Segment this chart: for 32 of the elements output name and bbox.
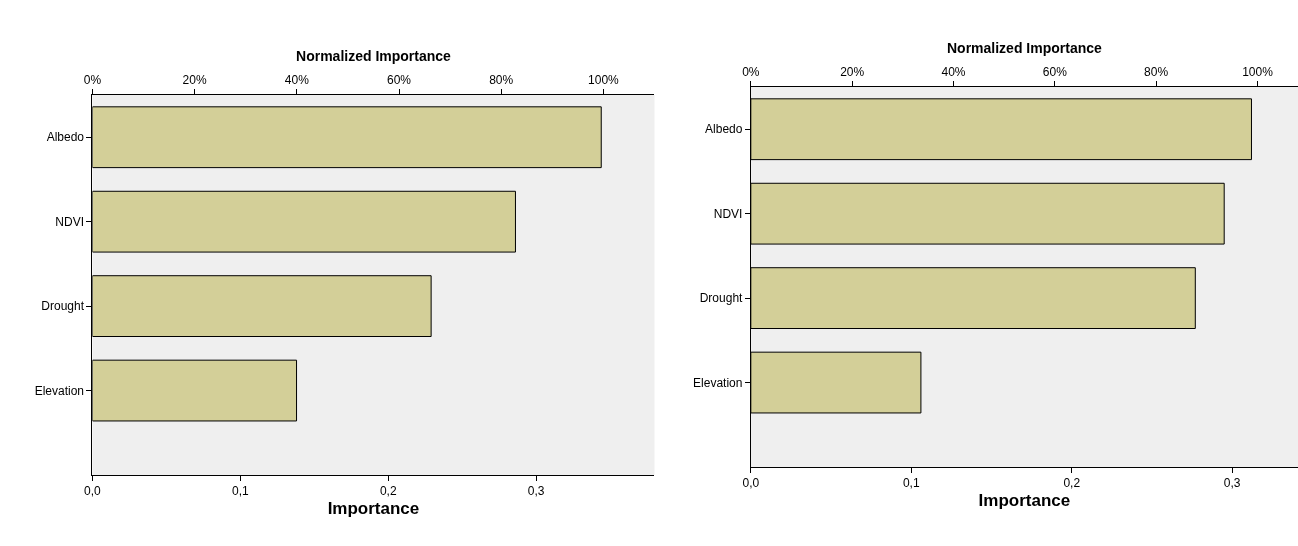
x2-tick-label: 40% — [284, 73, 310, 88]
x2-axis-title: Normalized Importance — [296, 47, 452, 64]
x2-tick-label: 80% — [489, 73, 514, 88]
x-tick-label: 0,2 — [1063, 476, 1081, 491]
y-tick-label: NDVI — [55, 214, 85, 229]
x2-tick-label: 100% — [588, 73, 620, 88]
x-tick-label: 0,2 — [379, 484, 397, 499]
x2-tick-label: 40% — [941, 65, 966, 80]
x2-axis-title: Normalized Importance — [947, 39, 1103, 56]
y-tick-label: Drought — [699, 291, 744, 306]
x2-tick-label: 60% — [386, 73, 412, 88]
y-tick-label: NDVI — [713, 206, 743, 221]
y-tick-label: Elevation — [693, 375, 743, 390]
x-tick-label: 0,3 — [1223, 476, 1241, 491]
y-tick-label: Albedo — [46, 130, 85, 145]
y-tick-label: Albedo — [705, 122, 743, 137]
x-tick-label: 0,1 — [902, 476, 920, 491]
x2-tick-label: 100% — [1242, 65, 1274, 80]
x-tick-label: 0,0 — [84, 484, 102, 499]
x2-tick-label: 60% — [1042, 65, 1068, 80]
x2-tick-label: 0% — [742, 65, 760, 80]
x-tick-label: 0,3 — [527, 484, 545, 499]
x-axis-title: Importance — [327, 498, 420, 518]
x2-tick-label: 20% — [840, 65, 865, 80]
x-tick-label: 0,1 — [231, 484, 249, 499]
x-axis-title: Importance — [978, 490, 1071, 510]
y-tick-label: Elevation — [34, 383, 85, 398]
x2-tick-label: 20% — [182, 73, 207, 88]
x2-tick-label: 0% — [83, 73, 102, 88]
x-tick-label: 0,0 — [742, 476, 760, 491]
y-tick-label: Drought — [41, 299, 85, 314]
x2-tick-label: 80% — [1144, 65, 1169, 80]
